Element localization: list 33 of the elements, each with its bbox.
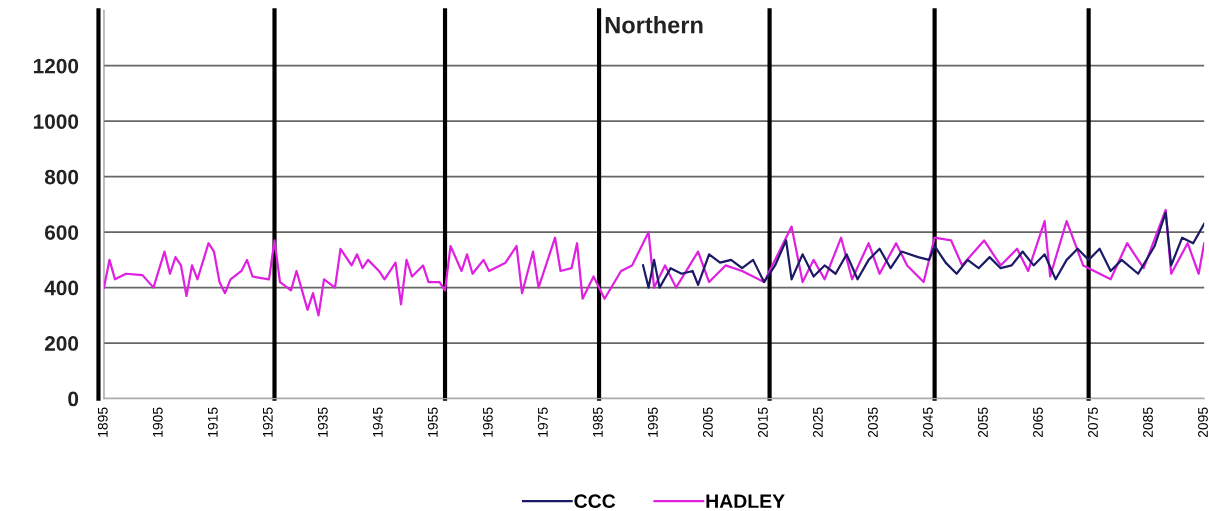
x-tick-label: 2055 [978, 407, 988, 438]
x-tick-label: 2045 [923, 407, 933, 438]
x-tick-label: 1925 [262, 407, 273, 437]
y-tick-label: 1200 [33, 58, 79, 74]
x-tick-label: 2005 [702, 407, 713, 438]
x-tick-label: 2015 [757, 407, 768, 438]
x-tick-label: 1995 [647, 407, 658, 437]
line-series [641, 211, 1205, 289]
x-tick-label: 2025 [812, 407, 823, 438]
y-tick-label: 200 [44, 336, 79, 351]
y-tick-label: 1000 [33, 114, 79, 129]
x-tick-label: 1945 [372, 407, 383, 437]
x-tick-label: 1915 [207, 407, 218, 437]
x-tick-label: 2075 [1088, 407, 1098, 438]
x-tick-label: 1905 [152, 407, 163, 437]
x-tick-label: 1985 [592, 407, 603, 437]
x-tick-label: 2095 [1198, 407, 1208, 438]
x-tick-label: 1965 [482, 407, 493, 437]
x-tick-label: 2035 [868, 407, 878, 438]
y-tick-label: 400 [44, 280, 79, 296]
legend-label: HADLEY [706, 494, 785, 508]
y-tick-label: 600 [44, 225, 79, 240]
chart-title: Northern [605, 16, 703, 34]
x-tick-label: 1975 [537, 407, 548, 437]
x-tick-label: 2085 [1143, 407, 1153, 438]
y-tick-label: 800 [44, 169, 79, 185]
legend-label: CCC [574, 494, 616, 509]
y-tick-label: 0 [68, 391, 79, 407]
x-tick-label: 2065 [1033, 407, 1043, 438]
x-tick-label: 1955 [427, 407, 438, 437]
line-series [103, 208, 1205, 317]
x-tick-label: 1895 [97, 407, 108, 437]
x-tick-label: 1935 [317, 407, 328, 437]
